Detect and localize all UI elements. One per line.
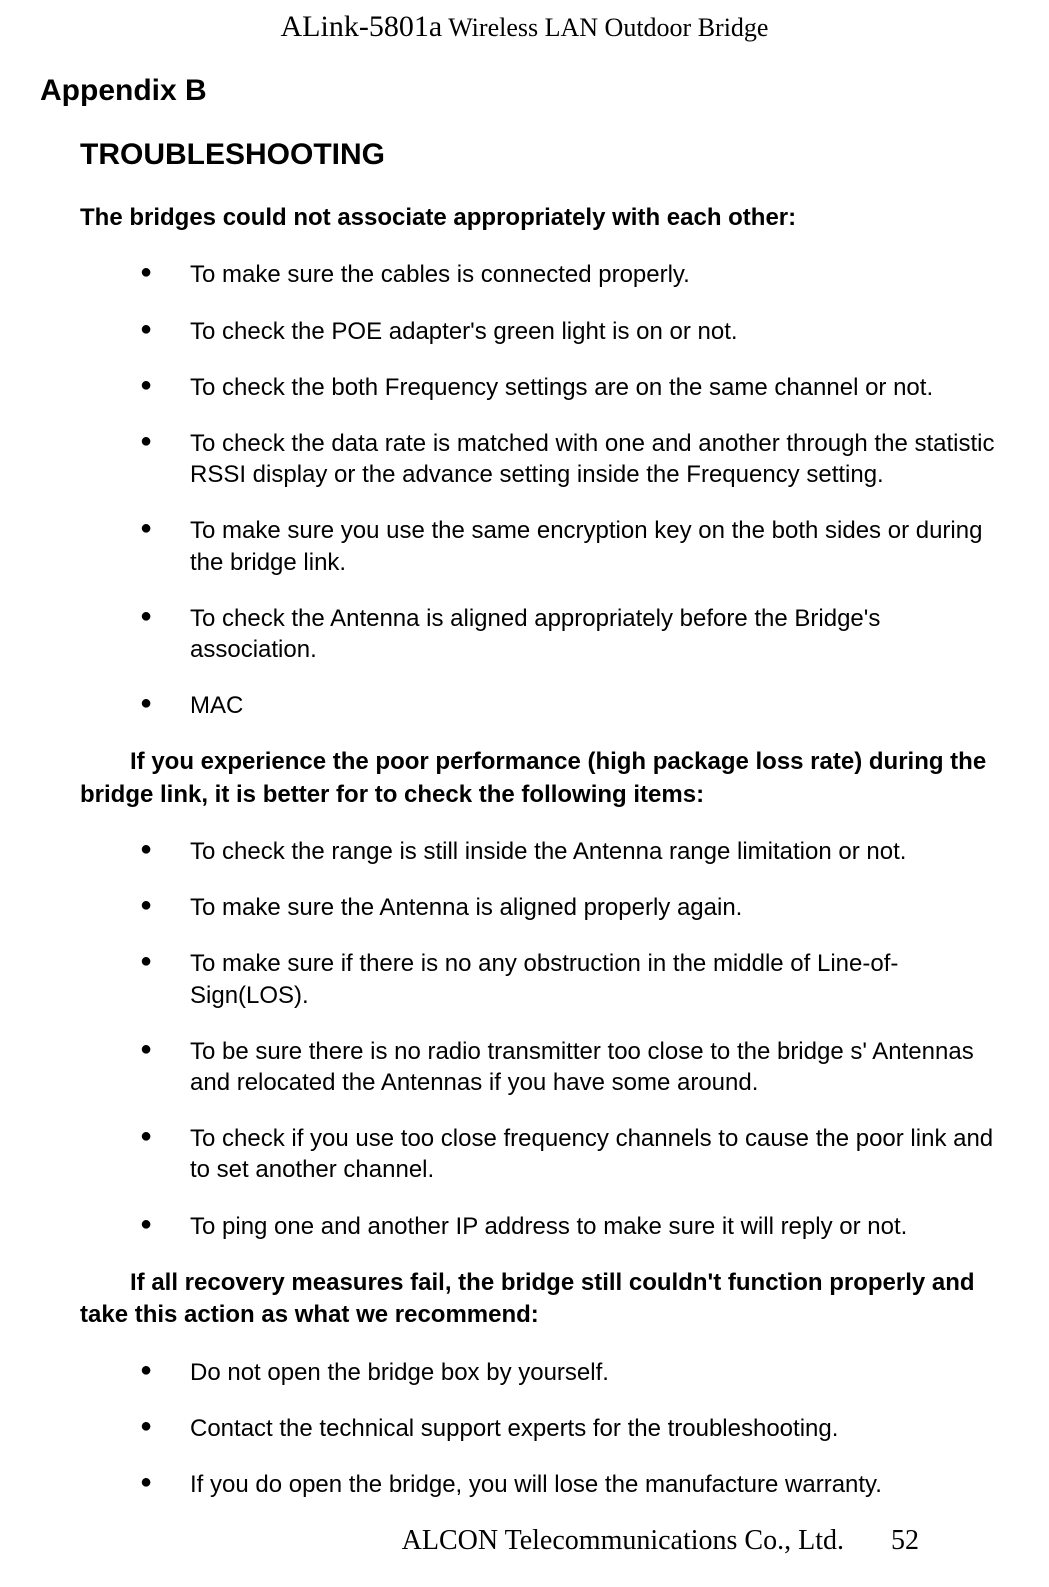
list-item: To make sure if there is no any obstruct… bbox=[40, 948, 1009, 1010]
product-subtitle: Wireless LAN Outdoor Bridge bbox=[448, 13, 768, 42]
footer-company: ALCON Telecommunications Co., Ltd. bbox=[402, 1525, 844, 1556]
list-item: To make sure the cables is connected pro… bbox=[40, 259, 1009, 290]
list-item: To check the both Frequency settings are… bbox=[40, 372, 1009, 403]
group-heading: If you experience the poor performance (… bbox=[80, 746, 1009, 811]
list-item: To check if you use too close frequency … bbox=[40, 1123, 1009, 1185]
list-item: To be sure there is no radio transmitter… bbox=[40, 1036, 1009, 1098]
list-item: To ping one and another IP address to ma… bbox=[40, 1211, 1009, 1242]
bullet-list: To make sure the cables is connected pro… bbox=[40, 259, 1009, 721]
list-item: Do not open the bridge box by yourself. bbox=[40, 1357, 1009, 1388]
list-item: Contact the technical support experts fo… bbox=[40, 1413, 1009, 1444]
footer-page-number: 52 bbox=[891, 1525, 919, 1556]
content-groups: The bridges could not associate appropri… bbox=[40, 202, 1009, 1500]
list-item: To check the range is still inside the A… bbox=[40, 836, 1009, 867]
list-item: MAC bbox=[40, 690, 1009, 721]
section-title: TROUBLESHOOTING bbox=[80, 138, 1009, 172]
list-item: To make sure you use the same encryption… bbox=[40, 515, 1009, 577]
list-item: To check the Antenna is aligned appropri… bbox=[40, 603, 1009, 665]
group-heading: If all recovery measures fail, the bridg… bbox=[80, 1267, 1009, 1332]
page: ALink-5801a Wireless LAN Outdoor Bridge … bbox=[0, 0, 1049, 1587]
group-heading: The bridges could not associate appropri… bbox=[80, 202, 1009, 234]
bullet-list: Do not open the bridge box by yourself. C… bbox=[40, 1357, 1009, 1501]
list-item: If you do open the bridge, you will lose… bbox=[40, 1469, 1009, 1500]
footer: ALCON Telecommunications Co., Ltd. 52 bbox=[40, 1525, 1009, 1557]
document-header: ALink-5801a Wireless LAN Outdoor Bridge bbox=[40, 10, 1009, 44]
list-item: To make sure the Antenna is aligned prop… bbox=[40, 892, 1009, 923]
appendix-title: Appendix B bbox=[40, 74, 1009, 108]
list-item: To check the POE adapter's green light i… bbox=[40, 316, 1009, 347]
product-name: ALink-5801a bbox=[281, 10, 443, 43]
list-item: To check the data rate is matched with o… bbox=[40, 428, 1009, 490]
bullet-list: To check the range is still inside the A… bbox=[40, 836, 1009, 1242]
